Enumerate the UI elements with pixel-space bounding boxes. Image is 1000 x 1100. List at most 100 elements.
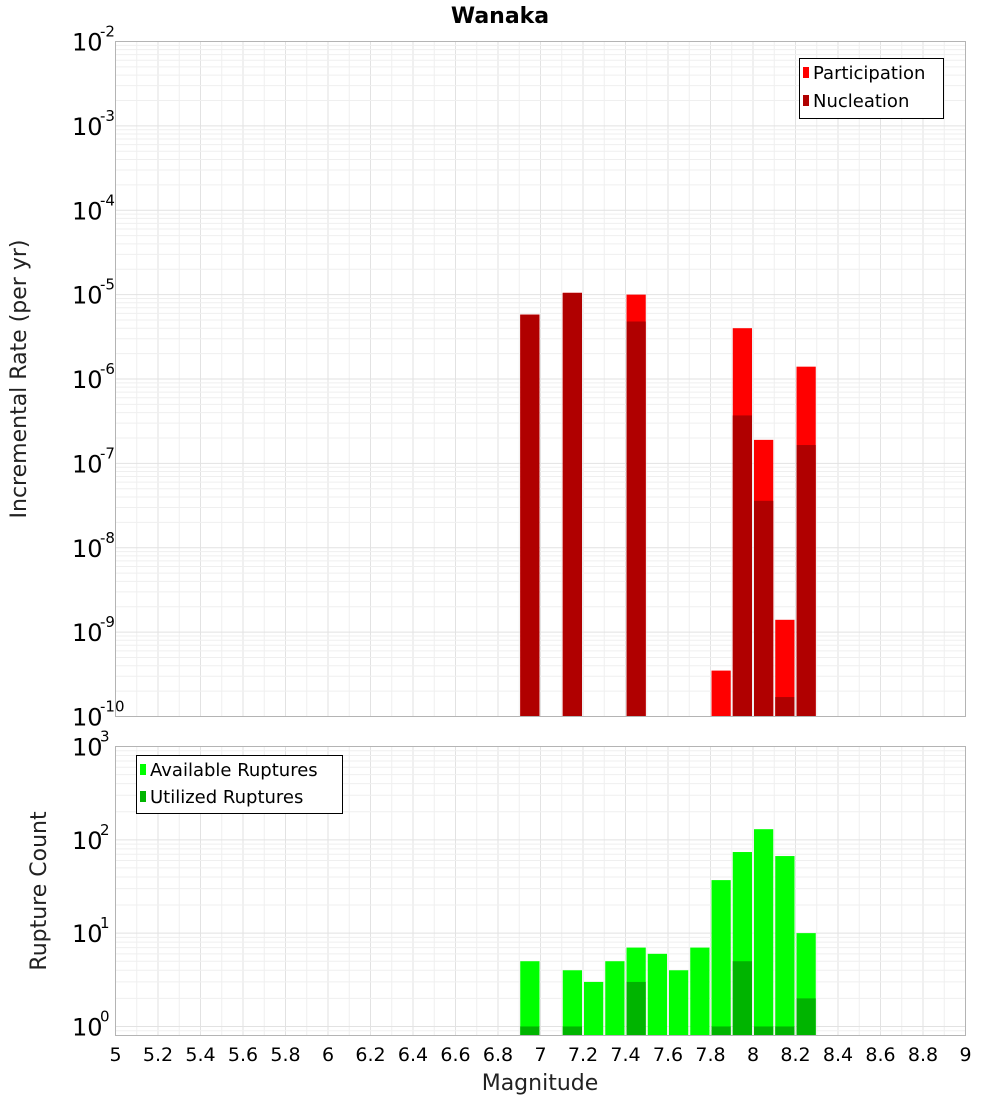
bar-nucleation — [626, 321, 646, 717]
bar-utilized-ruptures — [775, 1026, 795, 1036]
top-plot-border — [115, 41, 966, 717]
x-tick-label: 5.2 — [143, 1044, 173, 1066]
svg-text:10: 10 — [72, 827, 103, 855]
svg-text:-8: -8 — [100, 529, 115, 547]
bar-participation — [711, 670, 731, 717]
legend-swatch-available-ruptures — [140, 764, 146, 775]
svg-text:10: 10 — [72, 450, 103, 478]
bar-utilized-ruptures — [520, 1026, 540, 1036]
bottom-legend-box — [136, 755, 343, 814]
legend-swatch-participation — [803, 67, 809, 78]
bar-nucleation — [754, 500, 774, 717]
x-tick-label: 6 — [322, 1044, 334, 1066]
y-tick-label: 10-6 — [72, 360, 115, 394]
svg-text:1: 1 — [100, 914, 110, 932]
bottom-plot-border — [115, 746, 966, 1036]
x-tick-label: 7 — [534, 1044, 546, 1066]
legend-label-nucleation: Nucleation — [813, 91, 909, 112]
svg-text:-4: -4 — [100, 191, 115, 209]
svg-text:-2: -2 — [100, 23, 115, 41]
svg-text:10: 10 — [72, 619, 103, 647]
x-tick-label: 6.6 — [440, 1044, 470, 1066]
bar-available-ruptures — [669, 970, 689, 1036]
bar-utilized-ruptures — [562, 1026, 582, 1036]
x-tick-label: 7.8 — [695, 1044, 725, 1066]
bar-utilized-ruptures — [754, 1026, 774, 1036]
y-tick-label: 10-4 — [72, 191, 115, 225]
top-y-axis-label: Incremental Rate (per yr) — [7, 240, 32, 519]
bar-nucleation — [775, 697, 795, 717]
svg-text:10: 10 — [72, 113, 103, 141]
x-tick-label: 6.4 — [398, 1044, 428, 1066]
top-legend: Participation Nucleation — [799, 58, 944, 119]
svg-text:10: 10 — [72, 704, 103, 732]
bar-utilized-ruptures — [626, 981, 646, 1036]
top-legend-box — [799, 58, 944, 119]
y-tick-label: 10-8 — [72, 529, 115, 563]
legend-label-utilized-ruptures: Utilized Ruptures — [150, 787, 303, 808]
y-tick-label: 10-10 — [72, 698, 125, 732]
legend-label-participation: Participation — [813, 63, 925, 84]
bar-available-ruptures — [605, 961, 625, 1036]
legend-swatch-utilized-ruptures — [140, 791, 146, 802]
svg-text:10: 10 — [72, 366, 103, 394]
x-tick-label: 7.2 — [568, 1044, 598, 1066]
bar-nucleation — [520, 314, 540, 717]
svg-text:-7: -7 — [100, 444, 115, 462]
x-tick-label: 8.6 — [865, 1044, 895, 1066]
bar-utilized-ruptures — [796, 998, 816, 1036]
y-tick-label: 10-2 — [72, 23, 115, 57]
x-tick-label: 5.4 — [185, 1044, 215, 1066]
bottom-legend: Available Ruptures Utilized Ruptures — [136, 755, 343, 814]
bottom-y-axis-label: Rupture Count — [27, 811, 52, 971]
x-tick-label: 7.4 — [610, 1044, 640, 1066]
bar-utilized-ruptures — [711, 1026, 731, 1036]
x-tick-labels: 5 5.2 5.4 5.6 5.8 6 6.2 6.4 6.6 6.8 7 7.2 7.4 7.6 7.8 8… — [109, 1044, 971, 1066]
top-gridlines — [115, 41, 966, 717]
y-tick-label: 10-3 — [72, 107, 115, 141]
bar-available-ruptures — [520, 961, 540, 1036]
svg-text:-3: -3 — [100, 107, 115, 125]
svg-text:-6: -6 — [100, 360, 115, 378]
y-tick-label: 10-7 — [72, 444, 115, 478]
y-tick-label: 10-9 — [72, 613, 115, 647]
x-tick-label: 7.6 — [653, 1044, 683, 1066]
bar-available-ruptures — [584, 981, 604, 1036]
bar-available-ruptures — [754, 829, 774, 1036]
svg-text:10: 10 — [72, 535, 103, 563]
y-tick-label: 100 — [72, 1007, 110, 1041]
bar-available-ruptures — [690, 947, 710, 1036]
bar-available-ruptures — [562, 970, 582, 1036]
x-tick-label: 5.6 — [228, 1044, 258, 1066]
svg-text:10: 10 — [72, 734, 103, 762]
legend-label-available-ruptures: Available Ruptures — [150, 760, 318, 781]
svg-text:0: 0 — [100, 1007, 110, 1025]
y-tick-label: 101 — [72, 914, 110, 948]
svg-text:-10: -10 — [100, 698, 125, 716]
x-tick-label: 5.8 — [270, 1044, 300, 1066]
bar-nucleation — [796, 445, 816, 717]
y-tick-label: 103 — [72, 728, 110, 762]
bar-available-ruptures — [711, 880, 731, 1036]
x-tick-label: 8.4 — [823, 1044, 853, 1066]
svg-text:10: 10 — [72, 29, 103, 57]
bar-nucleation — [732, 415, 752, 717]
x-tick-label: 8.8 — [908, 1044, 938, 1066]
svg-text:10: 10 — [72, 282, 103, 310]
svg-text:10: 10 — [72, 920, 103, 948]
x-axis-label: Magnitude — [482, 1071, 599, 1096]
svg-text:10: 10 — [72, 197, 103, 225]
top-bars — [520, 292, 816, 717]
svg-text:2: 2 — [100, 821, 110, 839]
bar-nucleation — [562, 292, 582, 717]
bottom-bars — [520, 829, 816, 1036]
y-tick-label: 102 — [72, 821, 110, 855]
y-tick-label: 10-5 — [72, 276, 115, 310]
x-tick-label: 5 — [109, 1044, 121, 1066]
x-tick-label: 8.2 — [780, 1044, 810, 1066]
